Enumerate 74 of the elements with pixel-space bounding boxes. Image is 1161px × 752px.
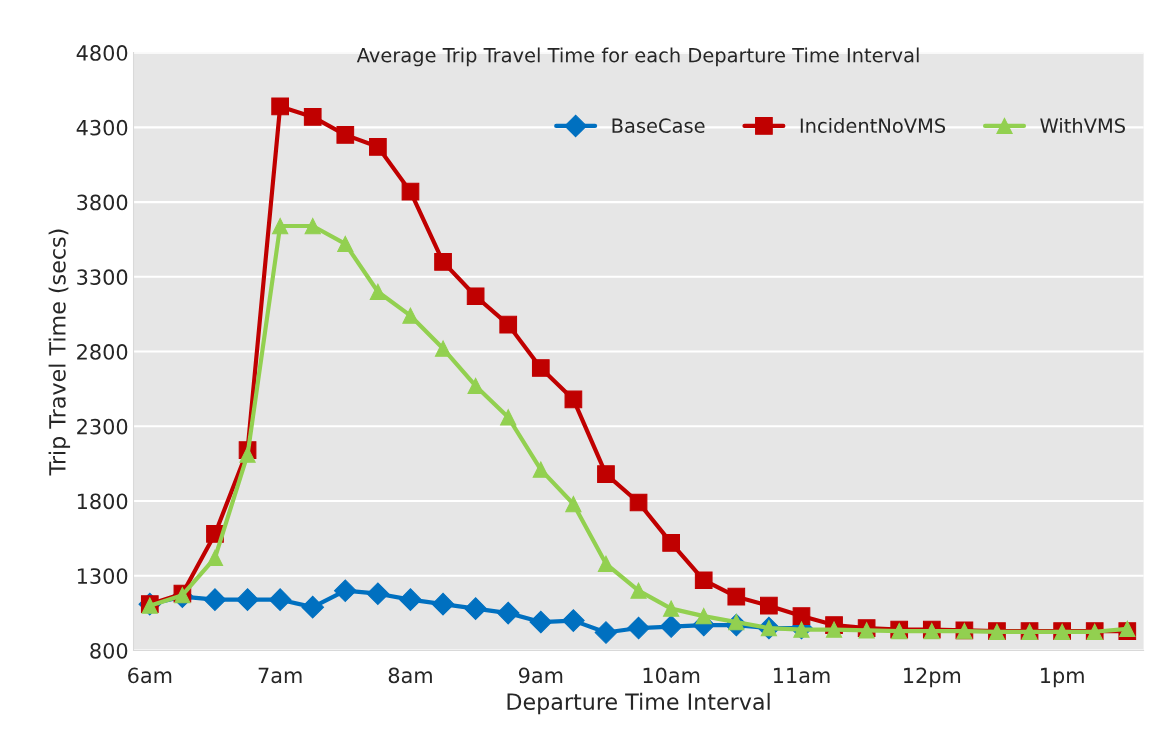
point bbox=[662, 600, 680, 617]
point bbox=[271, 217, 289, 235]
point bbox=[466, 287, 485, 306]
point bbox=[627, 616, 650, 640]
point bbox=[532, 461, 549, 478]
x-axis-title: Departure Time Interval bbox=[507, 692, 770, 715]
point bbox=[727, 587, 746, 606]
point bbox=[562, 609, 585, 632]
point bbox=[597, 555, 615, 572]
x-tick-label: 6am bbox=[128, 667, 172, 684]
point bbox=[565, 495, 582, 513]
point bbox=[760, 596, 778, 615]
point bbox=[401, 182, 420, 201]
y-tick-label: 2300 bbox=[77, 418, 128, 435]
point bbox=[694, 571, 713, 590]
point bbox=[239, 446, 256, 463]
y-tick-label: 4800 bbox=[76, 45, 128, 61]
point bbox=[597, 465, 615, 483]
y-tick-label: 4300 bbox=[76, 119, 128, 136]
x-tick-label: 8am bbox=[388, 667, 432, 684]
point bbox=[467, 377, 484, 395]
point bbox=[662, 534, 680, 552]
point bbox=[304, 217, 321, 235]
point bbox=[792, 607, 811, 625]
chart-title: Average Trip Travel Time for each Departure Time Interval bbox=[356, 47, 919, 67]
point bbox=[728, 613, 745, 631]
y-axis-title: Trip Travel Time (secs) bbox=[48, 229, 71, 476]
y-tick-label: 1800 bbox=[77, 493, 128, 510]
point bbox=[464, 597, 487, 620]
point bbox=[434, 253, 452, 271]
point bbox=[500, 409, 517, 426]
point bbox=[402, 307, 419, 324]
point bbox=[594, 621, 618, 644]
point bbox=[659, 615, 683, 638]
point bbox=[695, 607, 712, 625]
point bbox=[369, 283, 387, 300]
point bbox=[434, 340, 452, 357]
point bbox=[793, 621, 810, 638]
point bbox=[369, 137, 387, 156]
point bbox=[564, 390, 583, 409]
point bbox=[268, 588, 292, 611]
y-tick-label: 800 bbox=[90, 642, 128, 659]
point bbox=[301, 595, 325, 619]
x-tick-label: 7am bbox=[258, 667, 302, 684]
point bbox=[336, 125, 355, 144]
point bbox=[366, 582, 390, 606]
legend-label: WithVMS bbox=[1040, 117, 1125, 134]
y-tick-label: 2800 bbox=[77, 344, 128, 360]
point bbox=[499, 315, 518, 334]
point bbox=[529, 610, 553, 634]
point bbox=[236, 588, 259, 611]
point bbox=[303, 108, 322, 126]
y-tick-label: 3800 bbox=[77, 194, 128, 211]
legend-label: IncidentNoVMS bbox=[800, 117, 946, 134]
point bbox=[333, 579, 357, 603]
x-tick-label: 1pm bbox=[1041, 667, 1084, 688]
point bbox=[203, 588, 227, 611]
x-tick-label: 10am bbox=[643, 667, 700, 684]
point bbox=[399, 588, 422, 611]
point bbox=[630, 582, 647, 599]
legend-label: BaseCase bbox=[612, 118, 705, 134]
y-tick-label: 1300 bbox=[77, 568, 128, 584]
point bbox=[496, 601, 520, 625]
y-tick-label: 3300 bbox=[77, 269, 128, 286]
point bbox=[271, 97, 289, 116]
point bbox=[531, 359, 550, 377]
x-tick-label: 12pm bbox=[904, 667, 961, 688]
point bbox=[337, 235, 354, 253]
point bbox=[825, 621, 843, 638]
point bbox=[629, 493, 648, 512]
x-tick-label: 9am bbox=[518, 667, 563, 684]
x-tick-label: 11am bbox=[773, 667, 830, 684]
point bbox=[431, 592, 455, 616]
point bbox=[206, 549, 224, 566]
